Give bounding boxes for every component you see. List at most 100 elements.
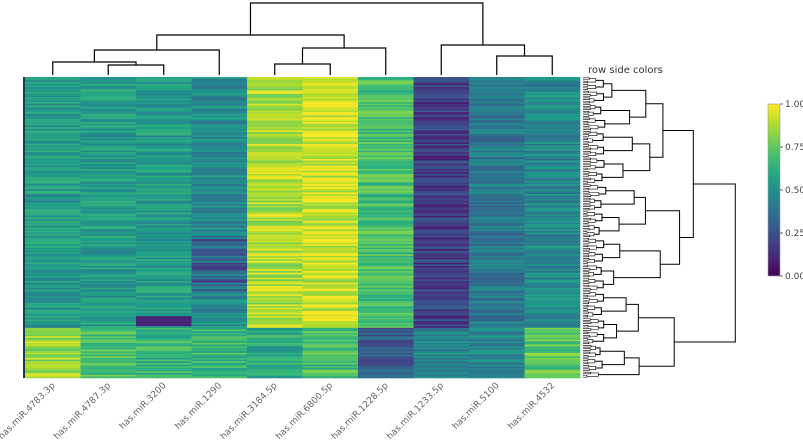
heatmap-cell xyxy=(136,130,192,133)
heatmap-cell xyxy=(524,357,581,360)
heatmap-cell xyxy=(358,297,414,300)
heatmap-cell xyxy=(191,150,248,153)
heatmap-cell xyxy=(358,88,414,91)
heatmap-cell xyxy=(469,311,525,314)
heatmap-cell xyxy=(413,294,470,297)
heatmap-cell xyxy=(80,227,137,230)
heatmap-cell xyxy=(302,150,359,153)
heatmap-cell xyxy=(191,317,248,320)
heatmap-cell xyxy=(247,103,303,106)
dendrogram-branch xyxy=(583,368,590,371)
heatmap-cell xyxy=(136,210,192,213)
heatmap-cell xyxy=(191,107,248,110)
heatmap-cell xyxy=(247,140,303,143)
heatmap-cell xyxy=(413,123,470,126)
heatmap-cell xyxy=(358,306,414,309)
heatmap-cell xyxy=(469,296,525,299)
heatmap-cell xyxy=(358,361,414,364)
heatmap-cell xyxy=(469,98,525,101)
heatmap-cell xyxy=(302,200,359,203)
heatmap-cell xyxy=(136,362,192,365)
heatmap-cell xyxy=(247,80,303,83)
heatmap-cell xyxy=(25,113,81,116)
heatmap-cell xyxy=(469,102,525,105)
heatmap-cell xyxy=(302,250,359,253)
heatmap-cell xyxy=(302,329,359,332)
heatmap-cell xyxy=(302,112,359,115)
dendrogram-branch xyxy=(583,97,591,100)
heatmap-cell xyxy=(136,163,192,166)
heatmap-cell xyxy=(524,92,581,95)
heatmap-cell xyxy=(191,306,248,309)
heatmap-cell xyxy=(413,175,470,178)
heatmap-cell xyxy=(413,137,470,140)
heatmap-cell xyxy=(136,269,192,272)
heatmap-cell xyxy=(302,214,359,217)
heatmap-cell xyxy=(247,267,303,270)
heatmap-cell xyxy=(413,177,470,180)
heatmap-cell xyxy=(136,347,192,350)
heatmap-cell xyxy=(302,364,359,367)
heatmap-cell xyxy=(247,210,303,213)
heatmap-cell xyxy=(358,242,414,245)
heatmap-cell xyxy=(80,78,137,81)
heatmap-cell xyxy=(136,240,192,243)
heatmap-cell xyxy=(524,367,581,370)
dendrogram-branch xyxy=(583,345,592,348)
heatmap-cell xyxy=(25,179,81,181)
heatmap-cell xyxy=(247,179,303,181)
heatmap-cell xyxy=(469,123,525,126)
heatmap-cell xyxy=(524,210,581,213)
heatmap-cell xyxy=(524,354,581,357)
dendrogram-branch xyxy=(587,85,596,90)
heatmap-cell xyxy=(191,307,248,310)
heatmap-cell xyxy=(469,260,525,263)
dendrogram-branch xyxy=(598,320,605,329)
dendrogram-branch xyxy=(592,334,605,342)
dendrogram-branch xyxy=(588,352,596,357)
heatmap-cell xyxy=(358,108,414,111)
heatmap-cell xyxy=(524,374,581,377)
heatmap-cell xyxy=(302,242,359,245)
heatmap-cell xyxy=(358,269,414,272)
heatmap-cell xyxy=(524,117,581,120)
heatmap-cell xyxy=(25,205,81,208)
heatmap-cell xyxy=(358,376,414,379)
heatmap-cell xyxy=(413,235,470,238)
heatmap-cell xyxy=(191,244,248,247)
dendrogram-branch xyxy=(583,94,591,97)
heatmap-cell xyxy=(80,255,137,258)
heatmap-cell xyxy=(247,319,303,322)
heatmap-cell xyxy=(136,217,192,220)
heatmap-cell xyxy=(191,185,248,188)
heatmap-cell xyxy=(191,254,248,257)
heatmap-cell xyxy=(469,97,525,100)
heatmap-cell xyxy=(524,286,581,288)
heatmap-cell xyxy=(247,155,303,158)
heatmap-cell xyxy=(136,270,192,273)
heatmap-cell xyxy=(80,100,137,103)
dendrogram-branch xyxy=(674,183,736,343)
heatmap-cell xyxy=(358,301,414,304)
heatmap-cell xyxy=(191,115,248,118)
heatmap-cell xyxy=(302,272,359,275)
heatmap-cell xyxy=(136,331,192,334)
heatmap-cell xyxy=(191,326,248,329)
heatmap-cell xyxy=(136,250,192,253)
heatmap-cell xyxy=(247,87,303,89)
heatmap-cell xyxy=(191,230,248,233)
heatmap-cell xyxy=(80,133,137,136)
heatmap-cell xyxy=(302,327,359,330)
heatmap-cell xyxy=(191,98,248,101)
heatmap-cell xyxy=(413,180,470,183)
heatmap-cell xyxy=(413,297,470,300)
heatmap-cell xyxy=(302,103,359,106)
heatmap-cell xyxy=(524,371,581,374)
heatmap-cell xyxy=(247,282,303,285)
heatmap-cell xyxy=(358,215,414,218)
heatmap-cell xyxy=(25,252,81,255)
heatmap-cell xyxy=(191,347,248,350)
heatmap-cell xyxy=(302,170,359,173)
heatmap-cell xyxy=(469,326,525,329)
heatmap-cell xyxy=(136,257,192,260)
